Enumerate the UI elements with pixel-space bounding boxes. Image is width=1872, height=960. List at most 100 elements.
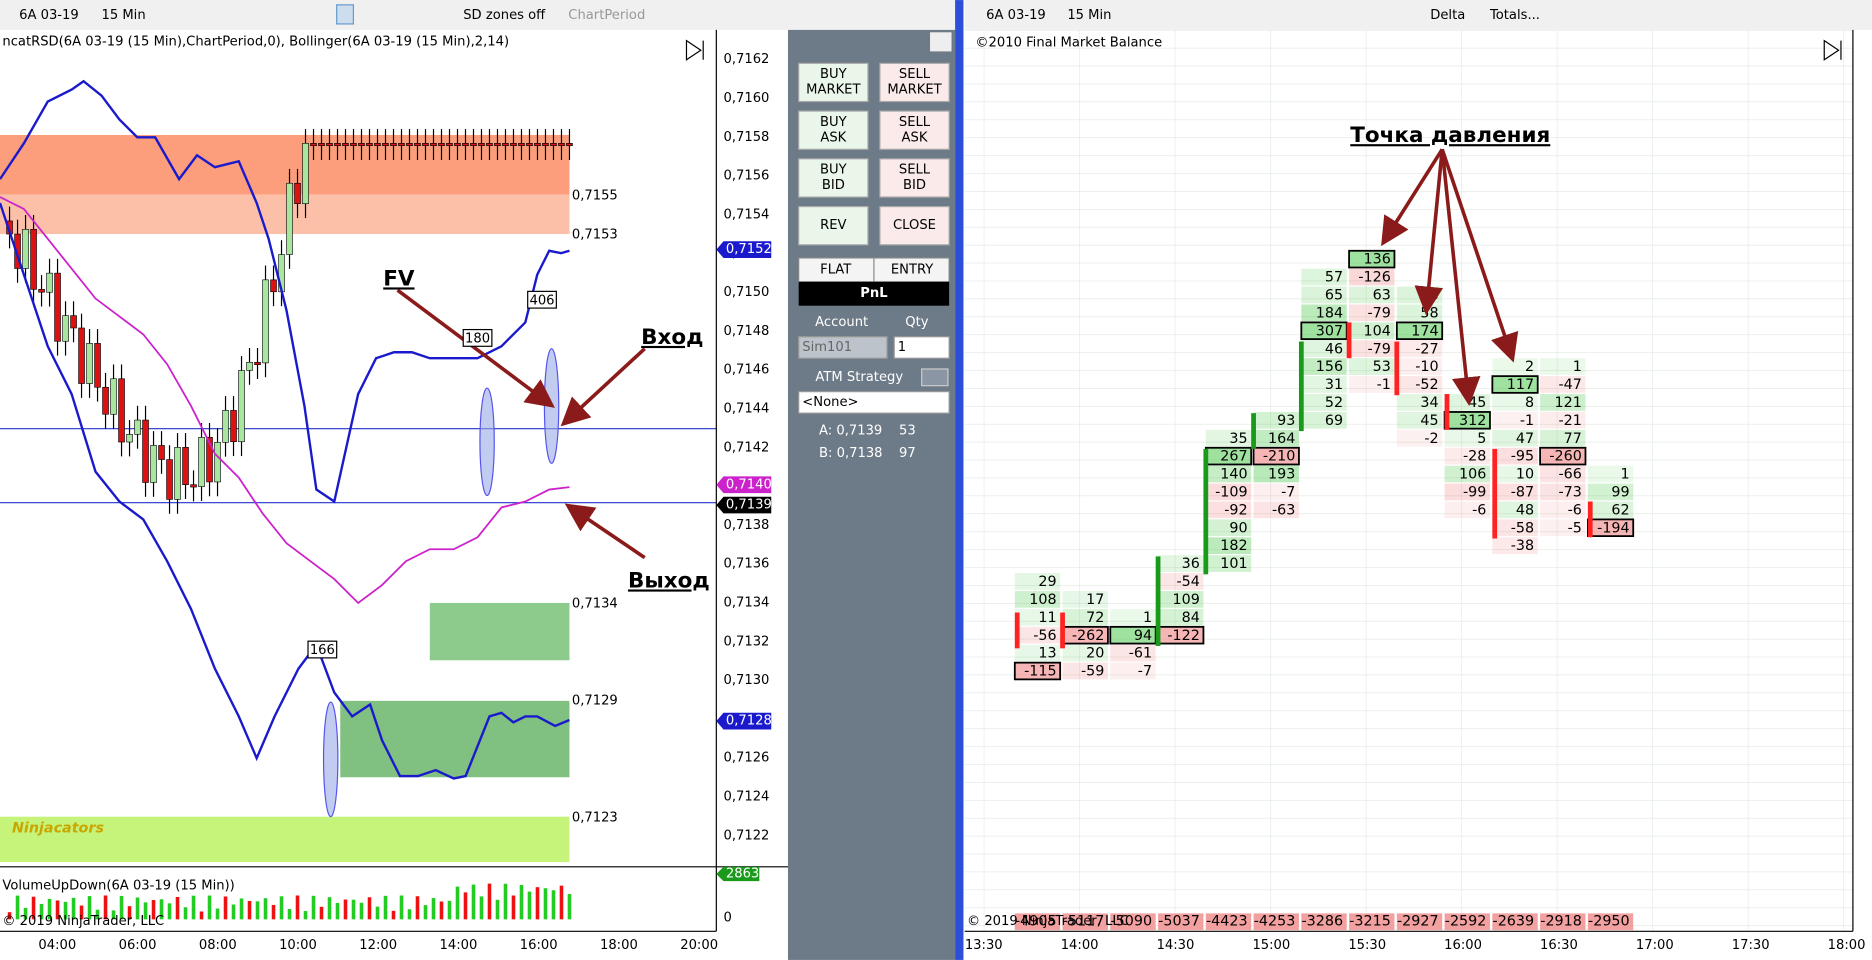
volume-bar (7, 912, 12, 920)
footprint-value: 77 (1564, 431, 1582, 447)
order-button[interactable]: SELL MARKET (887, 67, 942, 98)
footprint-value: 2 (1525, 359, 1534, 375)
mode[interactable]: Delta (1430, 8, 1465, 23)
total-cell (1253, 913, 1299, 931)
volume-bar (167, 903, 172, 920)
candle (326, 143, 333, 147)
footprint-value: 31 (1325, 377, 1343, 393)
total-value: -5117 (1063, 914, 1105, 930)
flat-button[interactable]: FLAT (820, 262, 852, 277)
candle (542, 143, 549, 147)
order-button[interactable]: CLOSE (893, 218, 936, 233)
footprint-value: 140 (1220, 467, 1247, 483)
delta-bar (1346, 322, 1352, 359)
footprint-value: 8 (1525, 395, 1534, 411)
period[interactable]: 15 Min (101, 8, 145, 23)
order-button[interactable]: BUY BID (820, 162, 848, 193)
scroll-end[interactable] (685, 39, 704, 61)
footprint-cell (1110, 662, 1156, 680)
footprint-value: -61 (1129, 646, 1152, 662)
pnl: PnL (860, 286, 887, 301)
zone-label: 0,7123 (572, 810, 618, 825)
atm-button[interactable] (921, 368, 949, 387)
price-label: 0,7132 (723, 634, 769, 649)
footprint-cell (1540, 483, 1586, 501)
total-cell (1014, 913, 1061, 931)
bar-label: 406 (529, 293, 554, 308)
footprint-value: 184 (1316, 305, 1343, 321)
footprint-cell (1301, 376, 1347, 393)
highlight (543, 348, 560, 464)
footprint-cell (1062, 608, 1108, 626)
candle (166, 459, 173, 500)
footprint-cell (1158, 591, 1204, 608)
candle (518, 143, 525, 147)
footprint-value: 106 (1459, 467, 1486, 483)
candle (270, 279, 277, 293)
candle (134, 419, 141, 435)
period[interactable]: 15 Min (1067, 8, 1111, 23)
order-button-bg (798, 62, 869, 103)
total-cell (1587, 913, 1634, 931)
chart-period[interactable]: ChartPeriod (568, 8, 645, 23)
order-button[interactable]: BUY ASK (820, 114, 848, 145)
entry-button[interactable]: ENTRY (891, 262, 934, 277)
candle (78, 327, 85, 384)
scroll-up[interactable] (930, 32, 952, 52)
tool-icon[interactable] (336, 4, 354, 25)
total-cell (1396, 913, 1443, 931)
footprint-cell (1301, 358, 1347, 375)
footprint-value: -27 (1415, 341, 1438, 357)
order-button[interactable]: BUY MARKET (806, 67, 861, 98)
account-select[interactable] (798, 336, 888, 359)
price-label: 0,7160 (723, 91, 769, 106)
footprint-cell (1540, 465, 1586, 483)
candle (430, 143, 437, 147)
delta-bar (1155, 556, 1161, 646)
price-tag-text: 0,7139 (726, 498, 772, 513)
footprint-cell (1396, 358, 1443, 375)
volume-bars (7, 883, 572, 920)
account-label: Account (815, 315, 868, 330)
candle (486, 143, 493, 147)
time-label: 15:30 (1348, 938, 1386, 953)
footprint-value: -6 (1568, 502, 1582, 518)
footprint-value: 63 (1373, 288, 1391, 304)
atm[interactable]: <None> (802, 395, 858, 410)
footprint-cell (1205, 555, 1252, 572)
footprint-value: 11 (1038, 610, 1056, 626)
footprint-cell (1540, 429, 1586, 447)
qty-input[interactable] (893, 336, 950, 359)
candle (310, 143, 317, 147)
totals[interactable]: Totals... (1489, 8, 1540, 23)
order-button[interactable]: SELL BID (899, 162, 931, 193)
candle (14, 233, 21, 269)
footprint-value: -115 (1024, 664, 1056, 680)
volume-bar (399, 895, 404, 920)
instrument[interactable]: 6A 03-19 (19, 8, 79, 23)
footprint-cell (1253, 465, 1299, 483)
account[interactable]: Sim101 (802, 340, 852, 355)
atm-select[interactable] (798, 391, 950, 414)
order-button[interactable]: SELL ASK (899, 114, 931, 145)
instrument[interactable]: 6A 03-19 (986, 8, 1046, 23)
footprint-value: -6 (1472, 502, 1486, 518)
candle (254, 361, 261, 365)
footprint-cell (1396, 411, 1443, 429)
sd-zones[interactable]: SD zones off (463, 8, 546, 23)
candle (102, 386, 109, 415)
price-label: 0,7144 (723, 401, 769, 416)
splitter[interactable] (955, 0, 964, 960)
scroll-end[interactable] (1823, 39, 1842, 61)
volume-bar (15, 895, 20, 920)
time-label: 12:00 (359, 938, 397, 953)
order-button[interactable]: REV (820, 218, 846, 233)
price-label: 0,7134 (723, 595, 769, 610)
delta-bar (1298, 341, 1304, 432)
price-label: 0,7154 (723, 207, 769, 222)
volume-bar (39, 903, 44, 920)
qty[interactable]: 1 (898, 340, 906, 355)
footprint-cell (1014, 644, 1061, 662)
candle (422, 143, 429, 147)
footprint-cell (1349, 358, 1395, 375)
